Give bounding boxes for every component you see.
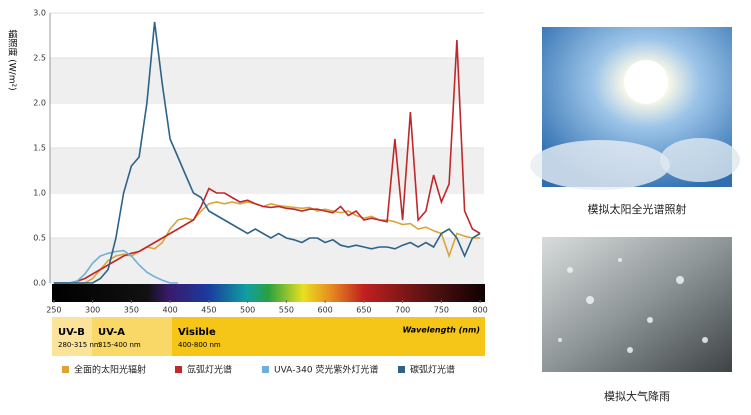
raindrops [558, 258, 708, 353]
grid-band [50, 238, 484, 283]
legend-swatch [175, 366, 182, 373]
spectrum-bar [52, 284, 485, 302]
band-range: 315-400 nm [98, 341, 141, 349]
x-axis-label: Wavelength (nm) [402, 326, 480, 335]
tick-row [52, 302, 485, 317]
series-line [53, 201, 481, 284]
x-tick-label: 600 [317, 306, 332, 315]
series-line [53, 39, 481, 284]
grid-band [50, 148, 484, 193]
image-caption: 模拟大气降雨 [604, 389, 670, 403]
plot-area [49, 12, 484, 284]
legend-label: 氙弧灯光谱 [187, 364, 232, 376]
band-name: Visible [178, 327, 216, 338]
legend-label: UVA-340 荧光紫外灯光谱 [274, 364, 378, 376]
y-tick-label: 3.0 [33, 9, 46, 18]
x-tick-label: 450 [201, 306, 216, 315]
x-tick-label: 700 [395, 306, 410, 315]
legend-label: 全面的太阳光辐射 [74, 364, 146, 376]
y-tick-label: 1.5 [33, 144, 46, 153]
x-tick-label: 300 [85, 306, 100, 315]
y-tick-label: 0.5 [33, 234, 46, 243]
x-tick-label: 800 [472, 306, 487, 315]
grid-band [50, 58, 484, 103]
y-tick-label: 1.0 [33, 189, 46, 198]
legend-swatch [398, 366, 405, 373]
x-tick-label: 350 [124, 306, 139, 315]
band-name: UV-B [58, 327, 85, 338]
cloud [660, 138, 740, 182]
legend-label: 碳弧灯光谱 [410, 364, 455, 376]
rain-image [542, 237, 732, 372]
series-line [53, 21, 481, 284]
band-range: 400-800 nm [178, 341, 221, 349]
y-tick-label: 0.0 [33, 279, 46, 288]
x-tick-label: 550 [279, 306, 294, 315]
legend: 全面的太阳光辐射 氙弧灯光谱 UVA-340 荧光紫外灯光谱 碳弧灯光谱 [62, 364, 455, 376]
band-name: UV-A [98, 327, 125, 338]
legend-swatch [262, 366, 269, 373]
series-line [53, 249, 178, 284]
x-tick-label: 650 [356, 306, 371, 315]
sun [624, 60, 668, 104]
x-tick-label: 400 [162, 306, 177, 315]
band-range: 280-315 nm [58, 341, 101, 349]
cloud [530, 140, 670, 190]
legend-swatch [62, 366, 69, 373]
x-tick-label: 250 [46, 306, 61, 315]
y-tick-label: 2.0 [33, 99, 46, 108]
x-tick-label: 750 [434, 306, 449, 315]
image-caption: 模拟太阳全光谱照射 [588, 202, 687, 216]
y-axis-label: 辐照度 (W/m²) [7, 29, 19, 90]
x-tick-label: 500 [240, 306, 255, 315]
y-tick-label: 2.5 [33, 54, 46, 63]
